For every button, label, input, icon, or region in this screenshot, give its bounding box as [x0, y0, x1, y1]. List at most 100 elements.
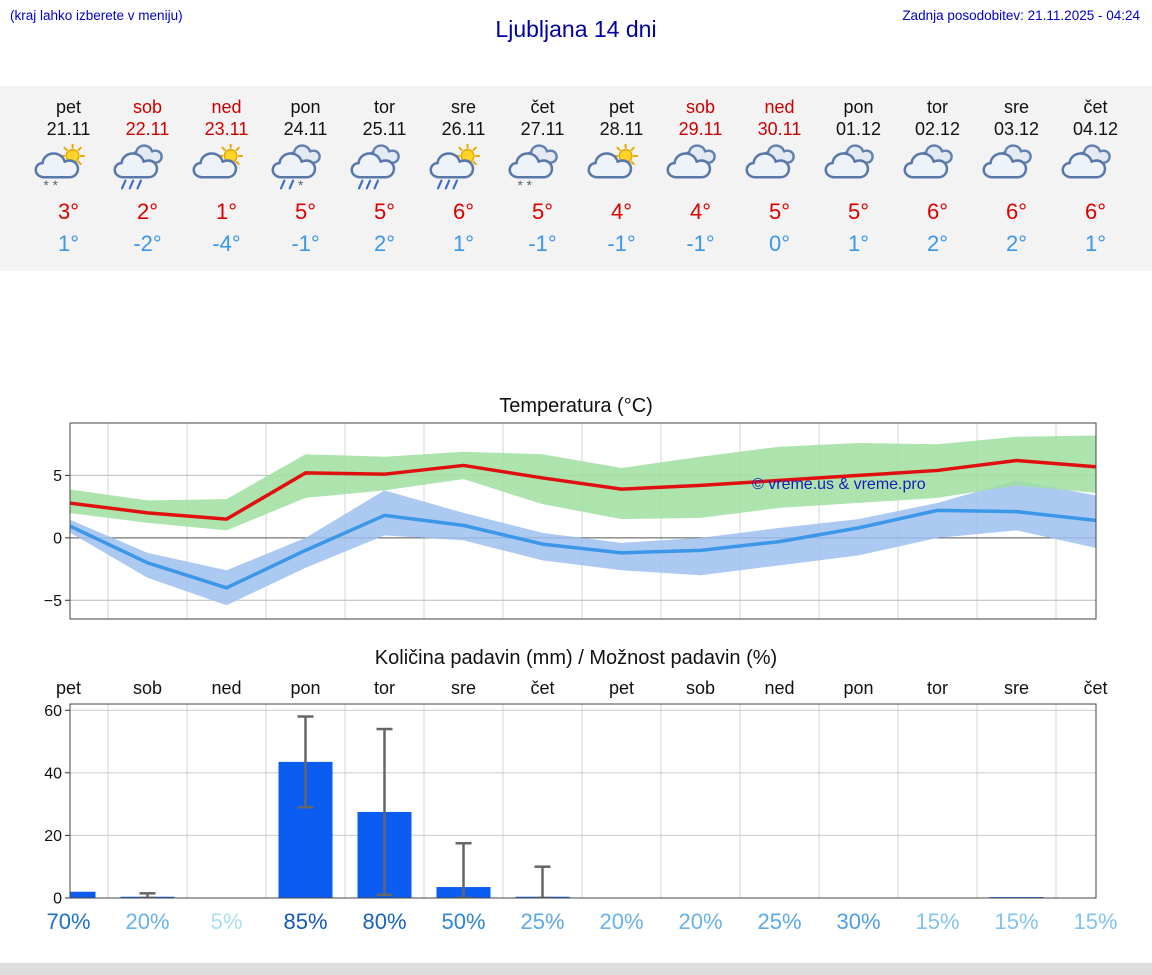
precip-probability: 85%: [283, 909, 328, 934]
precip-probability: 25%: [520, 909, 565, 934]
spacer: [0, 271, 1152, 393]
precip-probability: 20%: [678, 909, 723, 934]
day-column[interactable]: tor 25.11 5° 2°: [345, 96, 424, 257]
day-name: pon: [843, 97, 874, 117]
precip-probability: 20%: [599, 909, 644, 934]
svg-text:60: 60: [44, 703, 62, 720]
low-temperature: -1°: [528, 231, 557, 256]
day-date: 27.11: [520, 119, 565, 139]
day-name: sob: [132, 97, 163, 117]
svg-text:40: 40: [44, 765, 62, 782]
page-bottom-bar: [0, 963, 1152, 975]
precip-probability: 50%: [441, 909, 486, 934]
day-date: 01.12: [835, 119, 882, 139]
day-column[interactable]: čet 27.11 * * 5° -1°: [503, 96, 582, 257]
temperature-chart: 5 0 −5 © vreme.us & vreme.pro: [44, 422, 1097, 620]
day-name: sre: [1003, 97, 1029, 117]
day-date: 30.11: [757, 119, 802, 139]
high-temperature: 2°: [136, 199, 159, 224]
low-temperature: -1°: [686, 231, 715, 256]
high-temperature: 6°: [926, 199, 949, 224]
precip-day-label: sre: [1003, 678, 1029, 698]
low-temperature: -4°: [212, 231, 241, 256]
day-column[interactable]: sob 29.11 4° -1°: [661, 96, 740, 257]
weather-icon-cloud-sleet: *: [266, 144, 345, 196]
precip-probability: 30%: [836, 909, 881, 934]
day-date: 29.11: [678, 119, 723, 139]
precip-probability: 25%: [757, 909, 802, 934]
low-temperature: -2°: [133, 231, 162, 256]
precip-probability: 80%: [362, 909, 407, 934]
day-column[interactable]: sre 26.11 6° 1°: [424, 96, 503, 257]
precip-probability: 15%: [915, 909, 960, 934]
day-name: pet: [608, 97, 635, 117]
precip-day-label: ned: [211, 678, 242, 698]
weather-icon-cloud: [819, 144, 898, 196]
day-name: pet: [55, 97, 82, 117]
location-menu-hint[interactable]: (kraj lahko izberete v meniju): [10, 8, 183, 23]
day-column[interactable]: pet 21.11 * * 3° 1°: [29, 96, 108, 257]
low-temperature: 1°: [452, 231, 475, 256]
precip-day-label: pet: [55, 678, 82, 698]
day-column[interactable]: ned 23.11 1° -4°: [187, 96, 266, 257]
temperature-section: Temperatura (°C) 5 0 −5 © vreme.us & vreme.…: [0, 393, 1152, 621]
high-temperature: 5°: [847, 199, 870, 224]
day-column[interactable]: tor 02.12 6° 2°: [898, 96, 977, 257]
day-date: 26.11: [441, 119, 486, 139]
low-temperature: 1°: [57, 231, 80, 256]
day-column[interactable]: pet 28.11 4° -1°: [582, 96, 661, 257]
day-column[interactable]: ned 30.11 5° 0°: [740, 96, 819, 257]
high-temperature: 3°: [57, 199, 80, 224]
precip-day-label: pon: [843, 678, 874, 698]
precip-day-label: čet: [1083, 678, 1108, 698]
svg-text:0: 0: [53, 891, 62, 906]
precip-day-label: sob: [132, 678, 163, 698]
day-date: 24.11: [283, 119, 328, 139]
forecast-days-strip: pet 21.11 * * 3° 1° sob 22.11 2° -2° ned 23.11 1° -4…: [0, 86, 1152, 271]
svg-text:20: 20: [44, 828, 62, 845]
precipitation-chart: 0 20 40 60: [44, 703, 1097, 906]
day-name: tor: [373, 97, 395, 117]
weather-icon-cloud: [898, 144, 977, 196]
high-temperature: 4°: [610, 199, 633, 224]
svg-text:*: *: [298, 178, 304, 193]
day-name: sob: [685, 97, 716, 117]
low-temperature: 1°: [847, 231, 870, 256]
weather-icon-cloud: [1056, 144, 1135, 196]
weather-icon-sun-cloud: [582, 144, 661, 196]
low-temperature: 0°: [768, 231, 791, 256]
precipitation-chart-title: Količina padavin (mm) / Možnost padavin …: [374, 647, 778, 669]
high-temperature: 6°: [1005, 199, 1028, 224]
day-column[interactable]: sre 03.12 6° 2°: [977, 96, 1056, 257]
precip-probability-row: 70% 20% 5% 85% 80% 50% 25% 20% 20% 25% 30% 15% 15% 15…: [0, 907, 1152, 937]
day-column[interactable]: sob 22.11 2° -2°: [108, 96, 187, 257]
day-date: 04.12: [1072, 119, 1119, 139]
day-date: 23.11: [204, 119, 249, 139]
precip-day-label: pet: [608, 678, 635, 698]
weather-icon-cloud: [740, 144, 819, 196]
precip-probability: 5%: [210, 909, 243, 934]
day-name: ned: [211, 97, 242, 117]
high-temperature: 5°: [531, 199, 554, 224]
day-name: čet: [1083, 97, 1108, 117]
low-temperature: 2°: [1005, 231, 1028, 256]
last-update-timestamp: Zadnja posodobitev: 21.11.2025 - 04:24: [902, 8, 1140, 23]
day-column[interactable]: pon 24.11 * 5° -1°: [266, 96, 345, 257]
svg-text:* *: * *: [44, 178, 59, 193]
low-temperature: -1°: [607, 231, 636, 256]
day-name: tor: [926, 97, 948, 117]
precipitation-section: Količina padavin (mm) / Možnost padavin …: [0, 645, 1152, 937]
precip-day-label: tor: [373, 678, 395, 698]
day-date: 25.11: [362, 119, 407, 139]
precip-day-label-row: pet sob ned pon tor sre čet pet sob ned pon tor sre č…: [0, 675, 1152, 701]
precip-day-label: tor: [926, 678, 948, 698]
high-temperature: 1°: [215, 199, 238, 224]
day-column[interactable]: pon 01.12 5° 1°: [819, 96, 898, 257]
weather-icon-cloud-rain: [345, 144, 424, 196]
svg-text:* *: * *: [518, 178, 533, 193]
svg-text:5: 5: [53, 468, 62, 485]
day-date: 28.11: [599, 119, 644, 139]
day-date: 21.11: [46, 119, 91, 139]
day-date: 22.11: [125, 119, 170, 139]
day-column[interactable]: čet 04.12 6° 1°: [1056, 96, 1135, 257]
